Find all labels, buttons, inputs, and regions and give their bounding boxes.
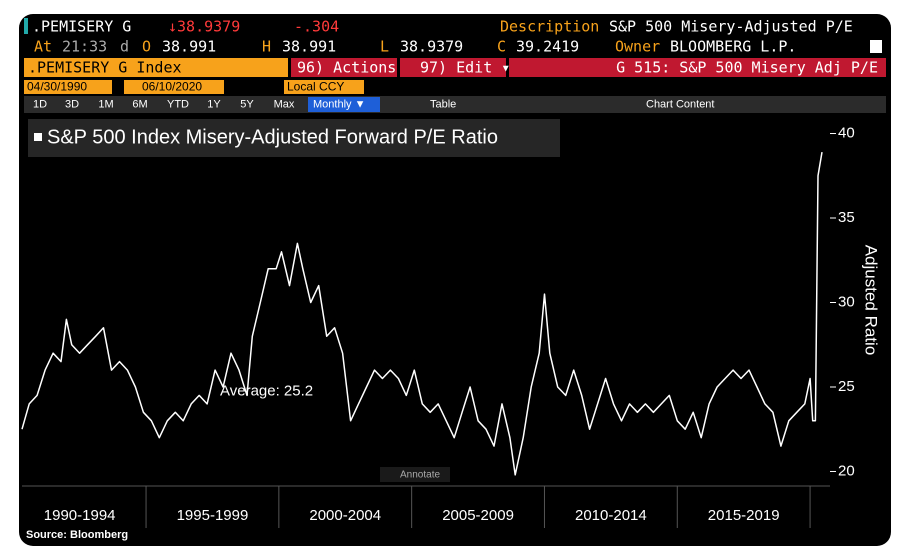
marker	[24, 18, 28, 34]
low-label: L	[380, 38, 389, 56]
x-tick-label: 1990-1994	[44, 507, 116, 524]
close: 39.2419	[516, 38, 579, 56]
y-axis-label: Adjusted Ratio	[862, 245, 881, 356]
function-bar	[509, 58, 886, 77]
frequency-button[interactable]	[308, 97, 380, 112]
security: .PEMISERY G Index	[28, 59, 182, 77]
export-icon[interactable]	[870, 40, 882, 53]
period-button[interactable]: 3D	[65, 98, 79, 110]
edit: 97) Edit ▾	[420, 59, 510, 77]
table[interactable]: Table	[430, 98, 456, 110]
period-button[interactable]: Max	[274, 98, 295, 110]
y-tick-label: 25	[838, 378, 855, 395]
currency: Local CCY	[287, 80, 344, 94]
low: 38.9379	[400, 38, 463, 56]
end-date-field[interactable]	[124, 80, 224, 94]
change: -.304	[294, 18, 339, 36]
title-bullet	[34, 133, 42, 141]
period-button[interactable]: 6M	[132, 98, 147, 110]
period-button[interactable]: 1M	[98, 98, 113, 110]
chart-content[interactable]: Chart Content	[646, 98, 714, 110]
description-label: Description	[500, 18, 599, 36]
open: 38.991	[162, 38, 216, 56]
at-label: At	[34, 38, 52, 56]
period-button[interactable]: 1D	[33, 98, 47, 110]
title-box	[28, 119, 560, 157]
owner: BLOOMBERG L.P.	[670, 38, 796, 56]
d: d	[120, 38, 129, 56]
actions-button[interactable]	[291, 58, 397, 77]
x-tick-label: 2015-2019	[708, 507, 780, 524]
x-tick-label: 2010-2014	[575, 507, 647, 524]
security-bar	[24, 58, 288, 77]
source: Source: Bloomberg	[26, 529, 128, 541]
x-tick-label: 2005-2009	[442, 507, 514, 524]
ticker: .PEMISERY G	[32, 18, 131, 36]
high-label: H	[262, 38, 271, 56]
open-label: O	[142, 38, 151, 56]
line	[21, 151, 823, 476]
frequency: Monthly ▼	[313, 98, 365, 110]
currency-field[interactable]	[284, 80, 364, 94]
close-label: C	[497, 38, 506, 56]
annotate-button[interactable]	[380, 467, 450, 482]
y-tick-label: 35	[838, 209, 855, 226]
start-date-field[interactable]	[24, 80, 112, 94]
period-button[interactable]: 1Y	[207, 98, 221, 110]
actions: 96) Actions ▾	[297, 59, 414, 77]
y-tick-label: 30	[838, 293, 855, 310]
edit-button[interactable]	[400, 58, 506, 77]
x-tick-label: 2000-2004	[309, 507, 381, 524]
time: 21:33	[62, 38, 107, 56]
annotation: Average: 25.2	[220, 383, 313, 400]
last-price: ↓38.9379	[168, 18, 240, 36]
high: 38.991	[282, 38, 336, 56]
button-bar	[24, 96, 886, 113]
end-date: 06/10/2020	[142, 80, 202, 94]
y-tick-label: 20	[838, 462, 855, 479]
annotate: Annotate	[400, 470, 440, 481]
owner-label: Owner	[615, 38, 660, 56]
y-tick-label: 40	[838, 124, 855, 141]
period-button[interactable]: YTD	[167, 98, 189, 110]
description: S&P 500 Misery-Adjusted P/E	[609, 18, 853, 36]
period-button[interactable]: 5Y	[240, 98, 254, 110]
x-tick-label: 1995-1999	[177, 507, 249, 524]
chart-title: S&P 500 Index Misery-Adjusted Forward P/…	[47, 126, 498, 148]
start-date: 04/30/1990	[27, 80, 87, 94]
function: G 515: S&P 500 Misery Adj P/E	[616, 59, 878, 77]
